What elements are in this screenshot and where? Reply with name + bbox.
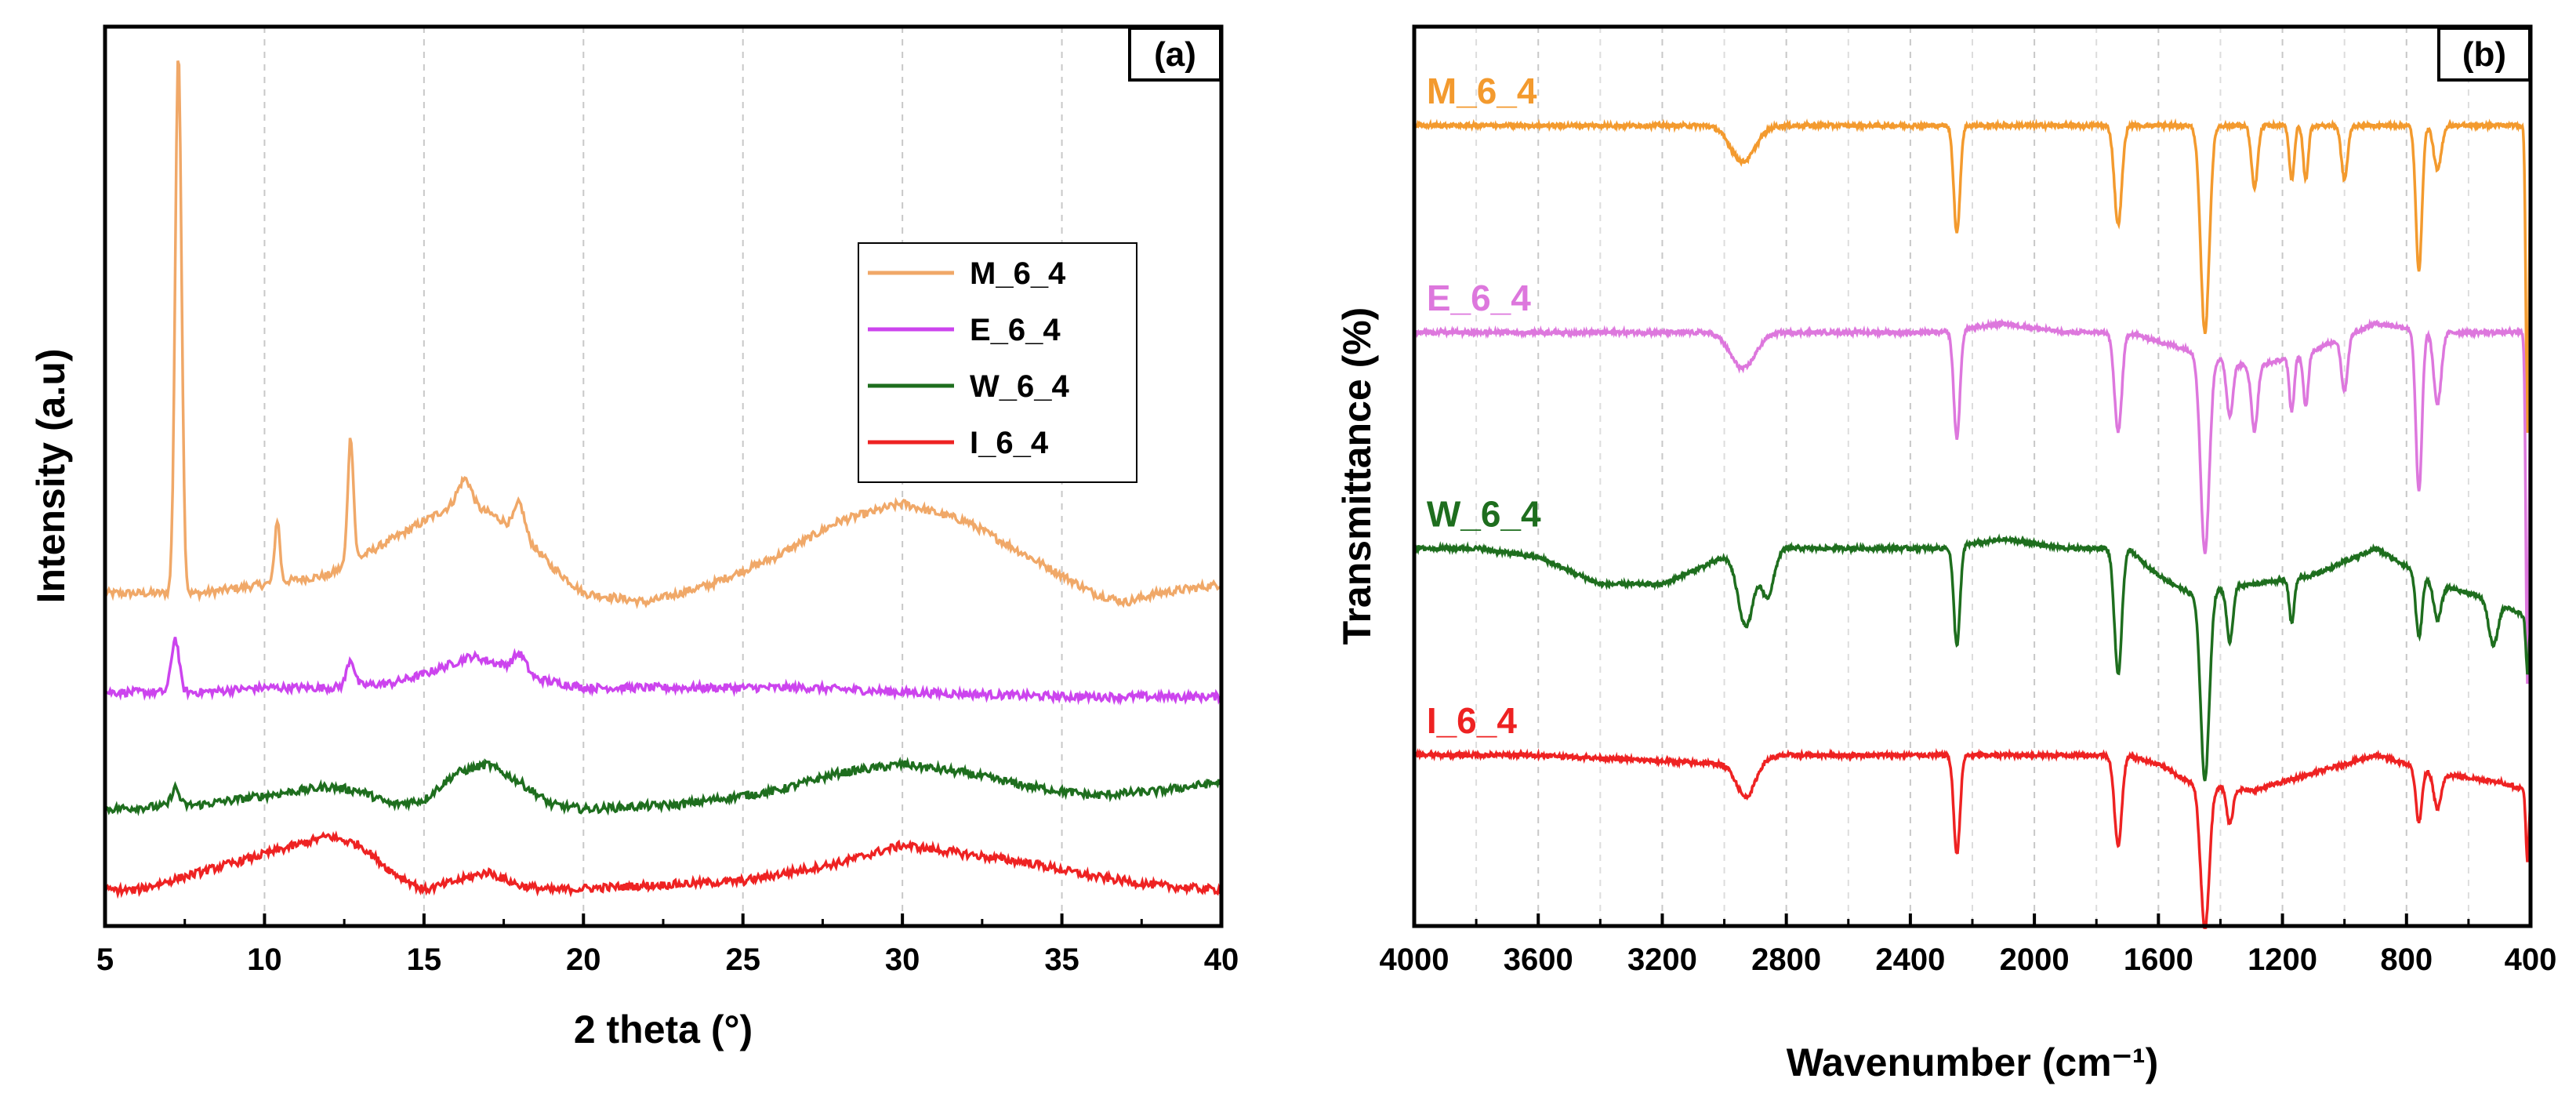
- legend-label-M_6_4: M_6_4: [970, 256, 1066, 291]
- panel-a-tick-label: 35: [1044, 942, 1079, 977]
- panel-b-ftir: 4000 3600 3200 2800 2400 2000 1600 1200 800 400 (…: [1335, 24, 2557, 1084]
- panel-b-tick-label: 1600: [2124, 942, 2193, 977]
- panel-a-tick-label: 40: [1204, 942, 1239, 977]
- series-label-W_6_4: W_6_4: [1427, 493, 1541, 534]
- panel-b-grid: [1475, 27, 2469, 926]
- panel-b-y-axis-label: Transmittance (%): [1335, 307, 1379, 645]
- panel-b-tick-label: 4000: [1380, 942, 1449, 977]
- panel-b-x-axis-label: Wavenumber (cm⁻¹): [1787, 1040, 2159, 1084]
- panel-b-tick-label: 400: [2505, 942, 2557, 977]
- series-label-M_6_4: M_6_4: [1427, 71, 1537, 111]
- panel-b-series: [1413, 118, 2532, 929]
- legend-label-W_6_4: W_6_4: [970, 369, 1069, 404]
- panel-b-series-labels: M_6_4 E_6_4 W_6_4 I_6_4: [1427, 71, 1541, 741]
- series-line-W_6_4: [1413, 533, 2532, 782]
- series-label-E_6_4: E_6_4: [1427, 278, 1531, 318]
- series-line-E_6_4: [1413, 318, 2532, 685]
- panel-b-tick-label: 800: [2380, 942, 2433, 977]
- panel-a-tick-label: 5: [96, 942, 114, 977]
- panel-a-label: (a): [1154, 35, 1196, 74]
- series-label-I_6_4: I_6_4: [1427, 700, 1518, 741]
- panel-b-tick-label: 1200: [2248, 942, 2317, 977]
- panel-b-label: (b): [2462, 35, 2506, 74]
- panel-a-tick-label: 10: [247, 942, 282, 977]
- panel-a-x-axis-label: 2 theta (°): [574, 1008, 753, 1051]
- panel-b-tick-label: 2000: [2000, 942, 2070, 977]
- panel-a-ticks: 5 10 15 20 25 30 35 40: [96, 913, 1239, 977]
- panel-b-ticks: 4000 3600 3200 2800 2400 2000 1600 1200 800 400: [1380, 913, 2557, 977]
- panel-b-frame: [1412, 24, 2533, 928]
- legend-label-I_6_4: I_6_4: [970, 426, 1049, 460]
- panel-a-y-axis-label: Intensity (a.u): [29, 348, 73, 603]
- panel-a-tick-label: 25: [725, 942, 760, 977]
- series-line-M_6_4: [103, 60, 1222, 610]
- panel-a-legend: M_6_4 E_6_4 W_6_4 I_6_4: [858, 242, 1137, 483]
- series-line-W_6_4: [103, 757, 1223, 816]
- series-line-I_6_4: [1413, 747, 2532, 929]
- series-line-M_6_4: [1413, 118, 2532, 433]
- panel-b-tick-label: 3600: [1504, 942, 1573, 977]
- panel-a-tick-label: 15: [407, 942, 442, 977]
- panel-a-tick-label: 30: [885, 942, 920, 977]
- panel-b-tick-label: 2800: [1751, 942, 1821, 977]
- panel-b-tick-label: 3200: [1627, 942, 1697, 977]
- panel-b-label-box: (b): [2437, 27, 2531, 82]
- panel-a-xrd: 5 10 15 20 25 30 35 40 (a) M_6_4 E_6_4 W_6_4 I_6_4…: [29, 24, 1239, 1051]
- panel-a-series: [103, 60, 1223, 899]
- legend-label-E_6_4: E_6_4: [970, 313, 1061, 347]
- panel-a-label-box: (a): [1128, 27, 1222, 82]
- series-line-I_6_4: [103, 830, 1222, 899]
- series-line-E_6_4: [103, 637, 1223, 706]
- panel-b-tick-label: 2400: [1875, 942, 1945, 977]
- panel-a-tick-label: 20: [566, 942, 601, 977]
